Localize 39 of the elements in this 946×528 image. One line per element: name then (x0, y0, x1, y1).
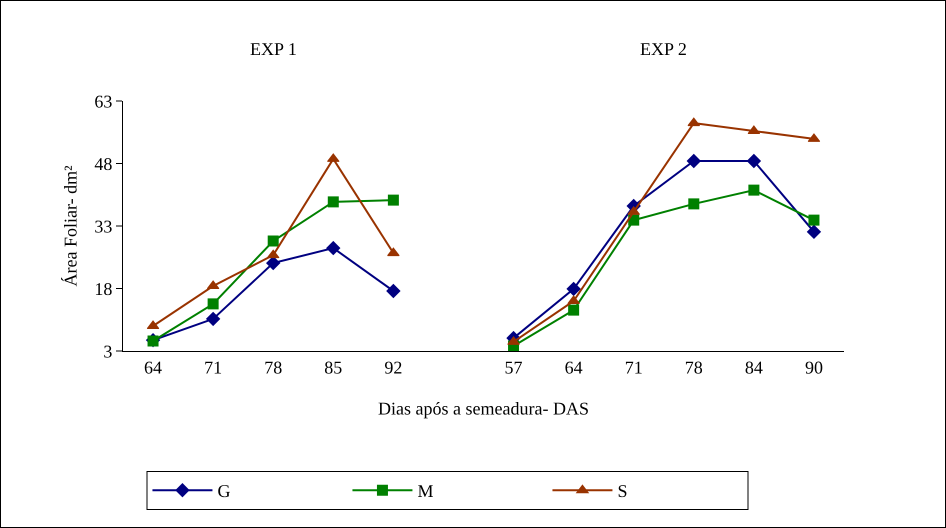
point (326, 241, 340, 256)
point (746, 154, 761, 168)
x-tick-label: 90 (804, 358, 823, 378)
x-axis-title: Dias após a semeadura- DAS (378, 398, 589, 419)
x-tick-label: 78 (684, 358, 703, 378)
y-tick-label: 33 (94, 216, 112, 236)
x-tick-label: 92 (384, 358, 402, 378)
x-tick-label: 71 (204, 358, 222, 378)
x-tick-label: 57 (504, 358, 523, 378)
y-tick-label: 3 (103, 341, 112, 362)
point (386, 284, 400, 298)
point (268, 236, 279, 246)
x-tick-label: 78 (264, 358, 282, 378)
text: EXP 2 (640, 39, 687, 59)
point (208, 298, 219, 310)
point (808, 214, 820, 226)
y-tick-label: 48 (94, 154, 112, 174)
point (688, 198, 700, 210)
point (388, 194, 399, 206)
point (566, 282, 581, 296)
y-tick-label: 18 (94, 278, 112, 299)
x-tick-label: 85 (324, 358, 342, 378)
point (686, 154, 701, 168)
x-tick-label: 84 (744, 358, 763, 378)
y-axis-title: Área Foliar- dm² (60, 166, 81, 286)
point (266, 256, 280, 270)
x-tick-label: 64 (564, 358, 583, 378)
legend-label: S (617, 481, 628, 502)
y-tick-label: 63 (94, 91, 112, 112)
legend-label: G (217, 481, 230, 502)
x-tick-label: 64 (144, 358, 162, 378)
point (806, 224, 821, 239)
x-tick-label: 71 (624, 358, 643, 378)
point (328, 196, 339, 208)
point (206, 312, 220, 326)
point (748, 184, 760, 196)
text: EXP 1 (250, 39, 297, 59)
legend-label: M (417, 481, 434, 502)
point (568, 304, 580, 316)
